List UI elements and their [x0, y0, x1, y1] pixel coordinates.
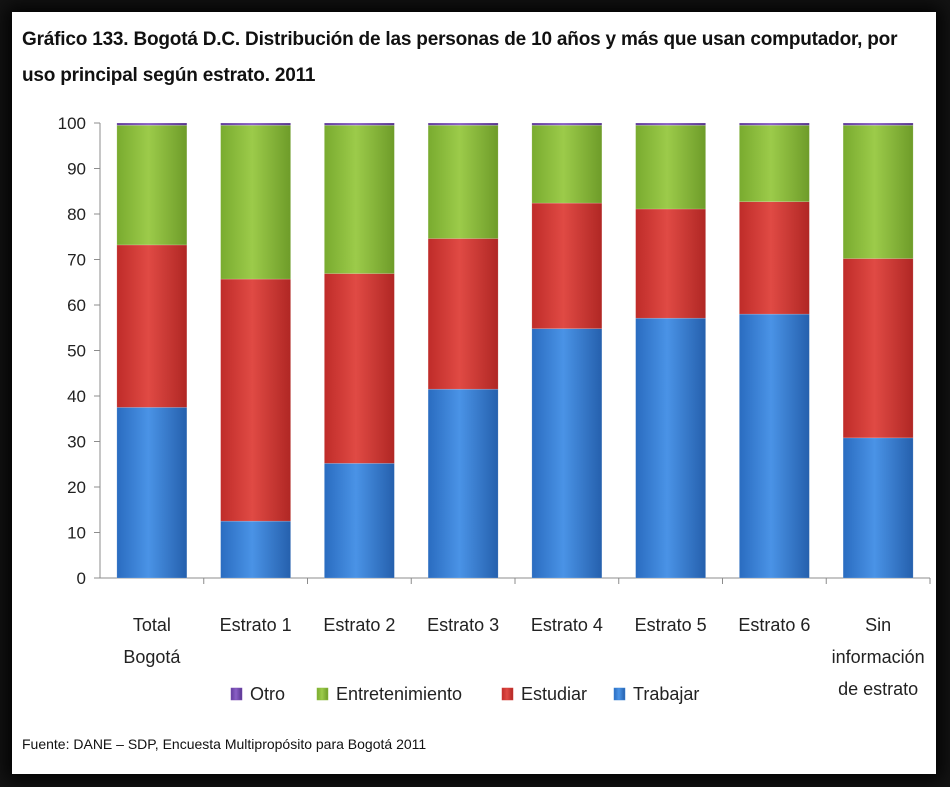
y-tick-label: 80: [67, 205, 86, 224]
legend-label-estudiar: Estudiar: [521, 684, 587, 704]
bar-segment-entretenimiento: [116, 124, 188, 246]
bar-segment-estudiar: [116, 244, 188, 408]
legend-swatch-entretenimiento: [316, 687, 329, 701]
legend-label-entretenimiento: Entretenimiento: [336, 684, 462, 704]
x-tick-label: Estrato 3: [427, 615, 499, 635]
bars: [116, 122, 914, 579]
bar-segment-estudiar: [324, 273, 395, 464]
bar-segment-trabajar: [220, 520, 291, 579]
bar-segment-entretenimiento: [531, 124, 603, 204]
source-note: Fuente: DANE – SDP, Encuesta Multipropós…: [22, 736, 427, 752]
y-tick-label: 100: [58, 114, 86, 133]
y-tick-label: 20: [67, 478, 86, 497]
y-tick-label: 90: [67, 160, 86, 179]
bar-segment-estudiar: [427, 238, 499, 390]
legend-swatch-otro: [230, 687, 243, 701]
bar-segment-otro: [739, 122, 810, 126]
axes: 0 10 20 30 40 50 60 70 80 90 100: [58, 114, 931, 588]
y-tick-label: 70: [67, 251, 86, 270]
bar-segment-trabajar: [531, 328, 603, 579]
legend-label-trabajar: Trabajar: [633, 684, 699, 704]
bar-segment-otro: [116, 122, 188, 126]
y-tick-label: 40: [67, 387, 86, 406]
bar-segment-otro: [842, 122, 914, 126]
bar-segment-entretenimiento: [842, 124, 914, 259]
bar-segment-trabajar: [427, 388, 499, 579]
bar-segment-trabajar: [324, 463, 395, 579]
x-tick-label: Estrato 4: [531, 615, 603, 635]
legend: Otro Entretenimiento Estudiar Trabajar: [230, 684, 699, 704]
bar-segment-trabajar: [739, 313, 810, 579]
bar-segment-trabajar: [116, 407, 188, 579]
bar-segment-trabajar: [635, 317, 706, 579]
y-tick-label: 30: [67, 433, 86, 452]
bar-segment-estudiar: [531, 202, 603, 329]
bar-segment-estudiar: [220, 278, 291, 522]
x-tick-label: Estrato 2: [323, 615, 395, 635]
bar-segment-otro: [324, 122, 395, 126]
y-tick-label: 0: [77, 569, 86, 588]
x-tick-label: Estrato 5: [635, 615, 707, 635]
x-tick-label: de estrato: [838, 679, 918, 699]
y-tick-label: 50: [67, 342, 86, 361]
chart-title: Gráfico 133. Bogotá D.C. Distribución de…: [22, 29, 898, 86]
bar-segment-estudiar: [739, 201, 810, 315]
legend-label-otro: Otro: [250, 684, 285, 704]
bar-segment-otro: [220, 122, 291, 126]
bar-segment-estudiar: [842, 258, 914, 439]
x-tick-label: Estrato 6: [738, 615, 810, 635]
x-axis-labels: Total Bogotá Estrato 1 Estrato 2 Estrato 3 Es…: [123, 615, 924, 699]
bar-segment-entretenimiento: [427, 124, 499, 239]
legend-swatch-estudiar: [501, 687, 514, 701]
x-tick-label: Sin: [865, 615, 891, 635]
bar-segment-estudiar: [635, 208, 706, 319]
y-tick-label: 60: [67, 296, 86, 315]
bar-segment-otro: [635, 122, 706, 126]
x-tick-label: Total: [133, 615, 171, 635]
bar-segment-entretenimiento: [220, 124, 291, 280]
bar-segment-trabajar: [842, 437, 914, 579]
y-tick-label: 10: [67, 524, 86, 543]
x-tick-label: información: [832, 647, 925, 667]
x-tick-label: Estrato 1: [220, 615, 292, 635]
x-tick-label: Bogotá: [123, 647, 181, 667]
legend-swatch-trabajar: [613, 687, 626, 701]
bar-segment-entretenimiento: [635, 124, 706, 210]
bar-segment-otro: [531, 122, 603, 126]
bar-segment-entretenimiento: [324, 124, 395, 274]
bar-segment-otro: [427, 122, 499, 126]
bar-segment-entretenimiento: [739, 124, 810, 203]
